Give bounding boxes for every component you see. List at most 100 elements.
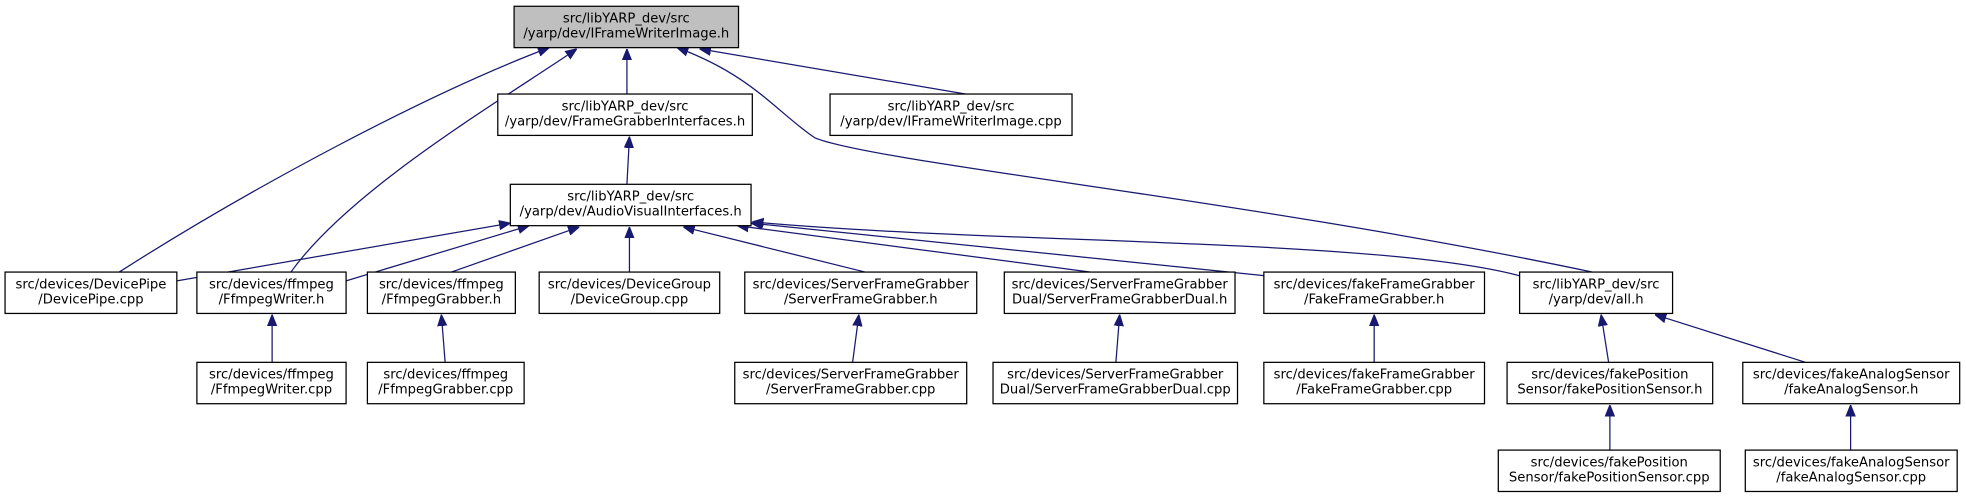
node-label: Sensor/fakePositionSensor.cpp: [1509, 470, 1710, 485]
node-box: [829, 93, 1073, 137]
node-label: src/devices/ServerFrameGrabber: [1012, 277, 1229, 292]
edge: [737, 226, 1091, 273]
node-label: src/devices/DevicePipe: [15, 277, 166, 292]
node: src/devices/fakeFrameGrabber/FakeFrameGr…: [1263, 271, 1486, 315]
node-box: [196, 271, 347, 315]
node-label: src/devices/DeviceGroup: [548, 277, 711, 292]
node-box: [4, 271, 178, 315]
node-label: src/devices/ffmpeg: [379, 277, 504, 292]
node: src/libYARP_dev/src/yarp/dev/IFrameWrite…: [513, 5, 740, 49]
edge: [851, 315, 859, 363]
node-box: [734, 361, 968, 405]
edge: [451, 227, 579, 273]
node: src/devices/ServerFrameGrabber/ServerFra…: [744, 271, 978, 315]
node-label: /FfmpegGrabber.cpp: [378, 383, 513, 398]
edge: [751, 223, 1267, 277]
node: src/devices/ServerFrameGrabberDual/Serve…: [1003, 271, 1236, 315]
edge: [677, 48, 1593, 273]
node-label: /yarp/dev/FrameGrabberInterfaces.h: [505, 114, 745, 129]
node-label: src/devices/ffmpeg: [209, 277, 334, 292]
edge: [176, 223, 511, 282]
node-box: [1744, 449, 1958, 493]
node: src/devices/fakePositionSensor/fakePosit…: [1497, 449, 1721, 493]
node-box: [1506, 361, 1714, 405]
edge: [627, 137, 630, 185]
node-label: /yarp/dev/AudioVisualInterfaces.h: [520, 205, 742, 220]
node-box: [366, 271, 516, 315]
node: src/devices/fakeAnalogSensor/fakeAnalogS…: [1742, 361, 1961, 405]
edges: [118, 48, 1850, 451]
node-box: [992, 361, 1239, 405]
node-label: src/devices/fakeFrameGrabber: [1274, 277, 1476, 292]
edge: [683, 227, 866, 273]
node-label: /FakeFrameGrabber.h: [1304, 292, 1444, 307]
node-box: [1263, 271, 1486, 315]
node-label: src/libYARP_dev/src: [563, 12, 690, 27]
node-label: Dual/ServerFrameGrabberDual.h: [1012, 292, 1227, 307]
node-label: src/devices/ServerFrameGrabber: [753, 277, 970, 292]
node: src/libYARP_dev/src/yarp/dev/FrameGrabbe…: [497, 93, 753, 137]
edge: [290, 49, 577, 273]
node: src/devices/ffmpeg/FfmpegWriter.h: [196, 271, 347, 315]
node-label: /FfmpegGrabber.h: [382, 292, 501, 307]
node: src/libYARP_dev/src/yarp/dev/IFrameWrite…: [829, 93, 1073, 137]
node: src/devices/DevicePipe/DevicePipe.cpp: [4, 271, 178, 315]
node-box: [1003, 271, 1236, 315]
node: src/devices/ServerFrameGrabberDual/Serve…: [992, 361, 1239, 405]
node-label: /yarp/dev/IFrameWriterImage.h: [523, 27, 729, 42]
node-label: src/devices/ffmpeg: [209, 368, 334, 383]
node: src/devices/ffmpeg/FfmpegGrabber.h: [366, 271, 516, 315]
node-label: /fakeAnalogSensor.h: [1784, 383, 1918, 398]
node-label: /FakeFrameGrabber.cpp: [1296, 383, 1452, 398]
node: src/devices/fakeFrameGrabber/FakeFrameGr…: [1263, 361, 1486, 405]
node-label: src/devices/fakeFrameGrabber: [1274, 368, 1476, 383]
node: src/devices/ServerFrameGrabber/ServerFra…: [734, 361, 968, 405]
node: src/devices/ffmpeg/FfmpegGrabber.cpp: [366, 361, 525, 405]
node-label: /DeviceGroup.cpp: [571, 292, 689, 307]
node-label: src/devices/fakeAnalogSensor: [1753, 455, 1950, 470]
node-label: src/devices/ServerFrameGrabber: [743, 368, 960, 383]
node-label: src/devices/fakePosition: [1531, 455, 1688, 470]
node-label: /yarp/dev/IFrameWriterImage.cpp: [840, 114, 1061, 129]
node-box: [744, 271, 978, 315]
edge: [1655, 315, 1806, 363]
node-label: src/devices/fakePosition: [1531, 368, 1688, 383]
node-label: src/devices/fakeAnalogSensor: [1753, 368, 1950, 383]
node-box: [1742, 361, 1961, 405]
node-box: [366, 361, 525, 405]
node: src/devices/DeviceGroup/DeviceGroup.cpp: [538, 271, 721, 315]
edge: [1601, 315, 1610, 363]
node-box: [1263, 361, 1486, 405]
node-box: [538, 271, 721, 315]
node-label: src/libYARP_dev/src: [562, 99, 689, 114]
node: src/devices/fakePositionSensor/fakePosit…: [1506, 361, 1714, 405]
edge: [700, 49, 966, 95]
node-label: /FfmpegWriter.cpp: [211, 383, 332, 398]
node-box: [497, 93, 753, 137]
edge: [118, 48, 549, 273]
node-box: [196, 361, 347, 405]
node-label: /FfmpegWriter.h: [219, 292, 325, 307]
node-label: /fakeAnalogSensor.cpp: [1776, 470, 1926, 485]
node-box: [1518, 271, 1674, 315]
edge: [441, 315, 445, 363]
edge: [752, 222, 1520, 277]
node-label: /ServerFrameGrabber.cpp: [766, 383, 935, 398]
node-label: Sensor/fakePositionSensor.h: [1517, 383, 1702, 398]
node-label: Dual/ServerFrameGrabberDual.cpp: [1000, 383, 1231, 398]
node: src/devices/fakeAnalogSensor/fakeAnalogS…: [1744, 449, 1958, 493]
node-label: src/devices/ffmpeg: [383, 368, 508, 383]
node-box: [1497, 449, 1721, 493]
node-label: src/devices/ServerFrameGrabber: [1007, 368, 1224, 383]
node-label: /ServerFrameGrabber.h: [784, 292, 938, 307]
node-label: /DevicePipe.cpp: [38, 292, 143, 307]
node-label: src/libYARP_dev/src: [567, 190, 694, 205]
node: src/libYARP_dev/src/yarp/dev/AudioVisual…: [509, 183, 752, 227]
node-label: /yarp/dev/all.h: [1549, 292, 1644, 307]
node-box: [513, 5, 740, 49]
node-label: src/libYARP_dev/src: [1533, 277, 1660, 292]
node-box: [509, 183, 752, 227]
edge: [1116, 315, 1120, 363]
